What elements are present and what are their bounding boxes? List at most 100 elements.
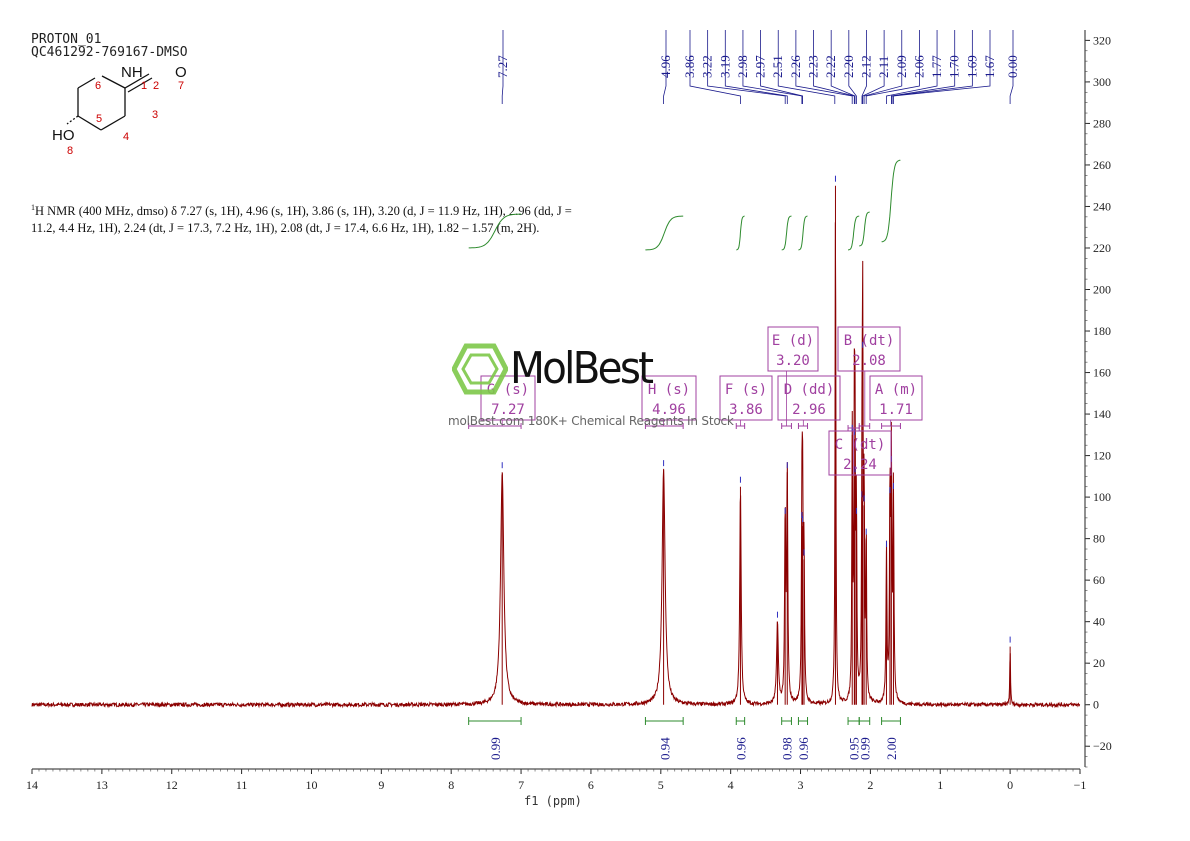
x-tick-label: 11 bbox=[236, 778, 248, 792]
peak-shift-label: 2.09 bbox=[894, 55, 909, 78]
integral-curve bbox=[736, 215, 745, 251]
integral-value-label: 2.00 bbox=[884, 737, 899, 760]
molbest-logo-icon bbox=[452, 343, 508, 395]
y-tick-label: −20 bbox=[1093, 739, 1112, 753]
multiplet-shift: 2.24 bbox=[843, 457, 877, 473]
x-tick-label: 3 bbox=[798, 778, 804, 792]
integral-value-label: 0.96 bbox=[796, 737, 811, 760]
peak-shift-label: 2.20 bbox=[841, 55, 856, 78]
peak-label-connector bbox=[689, 80, 741, 104]
x-tick-label: 14 bbox=[26, 778, 38, 792]
peak-label-connector bbox=[724, 80, 788, 104]
y-tick-label: 100 bbox=[1093, 490, 1111, 504]
peak-shift-label: 1.69 bbox=[964, 55, 979, 78]
y-tick-label: 120 bbox=[1093, 449, 1111, 463]
integral-curve bbox=[859, 211, 870, 247]
y-tick-label: 40 bbox=[1093, 615, 1105, 629]
peak-shift-label: 3.22 bbox=[700, 55, 715, 78]
peak-label-connector bbox=[865, 80, 920, 104]
peak-shift-label: 2.51 bbox=[770, 55, 785, 78]
y-tick-label: 60 bbox=[1093, 573, 1105, 587]
integral-value-label: 0.94 bbox=[657, 737, 672, 760]
peak-label-connector bbox=[1009, 80, 1014, 104]
peak-label-connector bbox=[777, 80, 836, 104]
nh-atom-label: NH bbox=[121, 64, 143, 81]
integral-curve bbox=[645, 215, 684, 251]
x-tick-label: 0 bbox=[1007, 778, 1013, 792]
multiplet-shift: 2.96 bbox=[792, 402, 826, 418]
peak-label-connector bbox=[861, 80, 867, 104]
peak-label-connector bbox=[848, 80, 857, 104]
atom-number-6: 6 bbox=[95, 80, 101, 92]
y-tick-label: 280 bbox=[1093, 116, 1111, 130]
integral-value-label: 0.98 bbox=[780, 737, 795, 760]
x-tick-label: 6 bbox=[588, 778, 594, 792]
watermark-tagline: molBest.com 180K+ Chemical Reagents In S… bbox=[448, 414, 734, 428]
peak-shift-label: 2.22 bbox=[823, 55, 838, 78]
peak-shift-label: 7.27 bbox=[495, 55, 510, 78]
peak-shift-label: 1.67 bbox=[982, 55, 997, 78]
integral-value-label: 0.95 bbox=[847, 737, 862, 760]
y-tick-label: 160 bbox=[1093, 366, 1111, 380]
y-tick-label: 180 bbox=[1093, 324, 1111, 338]
multiplet-label: D (dd) bbox=[784, 382, 835, 398]
peak-shift-label: 1.77 bbox=[929, 55, 944, 78]
multiplet-box bbox=[480, 375, 536, 421]
isotope-superscript: 1 bbox=[31, 203, 35, 212]
atom-number-5: 5 bbox=[96, 113, 102, 125]
peak-label-connector bbox=[886, 80, 938, 104]
integral-curve bbox=[798, 215, 808, 251]
integral-curve bbox=[468, 213, 522, 249]
atom-number-4: 4 bbox=[123, 131, 129, 143]
multiplet-shift: 3.20 bbox=[776, 353, 810, 369]
peak-label-connector bbox=[663, 80, 667, 104]
multiplet-label: A (m) bbox=[875, 382, 917, 398]
multiplet-box bbox=[869, 375, 923, 421]
peak-shift-label: 4.96 bbox=[658, 55, 673, 78]
x-tick-label: 7 bbox=[518, 778, 524, 792]
peak-shift-label: 3.86 bbox=[682, 55, 697, 78]
x-tick-label: 2 bbox=[867, 778, 873, 792]
peak-label-connector bbox=[863, 80, 903, 104]
peak-shift-label: 2.11 bbox=[876, 56, 891, 78]
peak-shift-label: 0.00 bbox=[1005, 55, 1020, 78]
experiment-title: PROTON_01 bbox=[31, 32, 102, 47]
y-tick-label: 240 bbox=[1093, 199, 1111, 213]
peak-shift-label: 2.23 bbox=[806, 55, 821, 78]
peak-shift-label: 2.12 bbox=[858, 55, 873, 78]
y-tick-label: 0 bbox=[1093, 698, 1099, 712]
x-tick-label: 9 bbox=[378, 778, 384, 792]
molecule-structure: NH O HO 1 2 3 4 5 6 7 8 bbox=[52, 64, 187, 157]
x-tick-label: 10 bbox=[305, 778, 317, 792]
integral-value-label: 0.99 bbox=[488, 737, 503, 760]
atom-number-8: 8 bbox=[67, 145, 73, 157]
spectrum-trace bbox=[31, 222, 1081, 709]
y-tick-label: 80 bbox=[1093, 532, 1105, 546]
multiplet-box bbox=[828, 430, 892, 476]
peak-shift-label: 2.06 bbox=[911, 55, 926, 78]
y-tick-label: 300 bbox=[1093, 75, 1111, 89]
y-tick-label: 320 bbox=[1093, 33, 1111, 47]
multiplet-box bbox=[777, 375, 841, 421]
peak-label-connector bbox=[893, 80, 991, 104]
peak-shift-label: 3.19 bbox=[717, 55, 732, 78]
integral-curve bbox=[781, 215, 792, 251]
multiplet-shift: 4.96 bbox=[652, 402, 686, 418]
multiplet-box bbox=[767, 326, 819, 372]
peak-label-connector bbox=[813, 80, 855, 104]
sample-id: QC461292-769167-DMSO bbox=[31, 45, 188, 60]
multiplet-box bbox=[837, 326, 901, 372]
hydroxyl-label: HO bbox=[52, 127, 75, 144]
x-tick-label: 8 bbox=[448, 778, 454, 792]
peak-label-connector bbox=[742, 80, 803, 104]
multiplet-shift: 2.08 bbox=[852, 353, 886, 369]
y-tick-label: 220 bbox=[1093, 241, 1111, 255]
integral-value-label: 0.99 bbox=[857, 737, 872, 760]
multiplet-shift: 3.86 bbox=[729, 402, 763, 418]
x-tick-label: −1 bbox=[1074, 778, 1087, 792]
x-tick-label: 1 bbox=[937, 778, 943, 792]
x-tick-label: 12 bbox=[166, 778, 178, 792]
peak-label-connector bbox=[760, 80, 803, 104]
atom-number-1: 1 bbox=[141, 80, 147, 92]
